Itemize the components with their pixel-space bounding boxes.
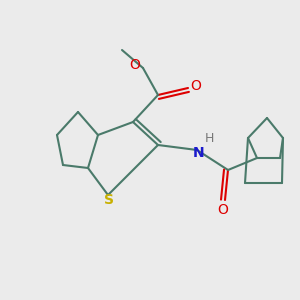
Text: S: S	[104, 193, 114, 207]
Text: N: N	[193, 146, 205, 160]
Text: O: O	[218, 203, 228, 217]
Text: O: O	[190, 79, 201, 93]
Text: O: O	[130, 58, 140, 72]
Text: H: H	[204, 131, 214, 145]
